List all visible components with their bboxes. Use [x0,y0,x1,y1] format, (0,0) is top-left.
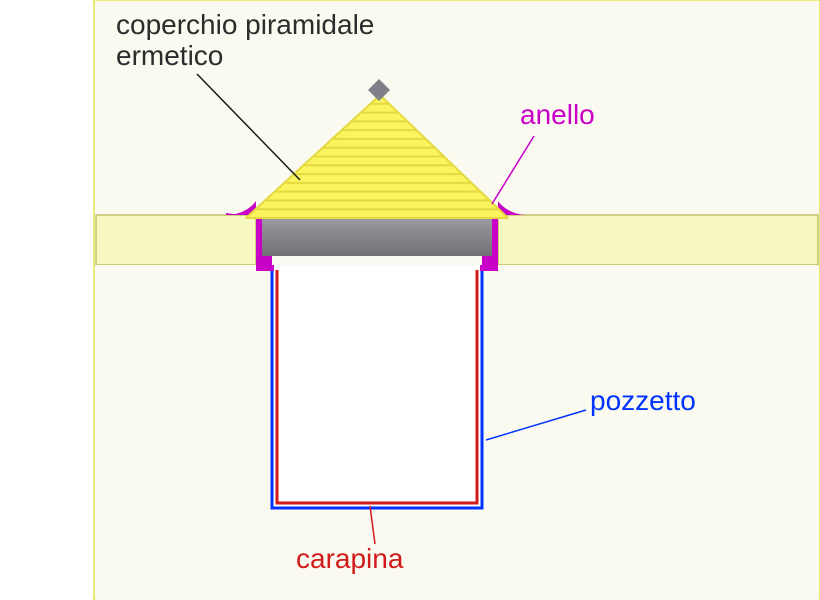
label-pozzetto: pozzetto [590,386,696,417]
label-coperchio: coperchio piramidale ermetico [116,10,374,72]
label-carapina: carapina [296,544,403,575]
diagram-svg [0,0,820,600]
label-anello: anello [520,100,595,131]
